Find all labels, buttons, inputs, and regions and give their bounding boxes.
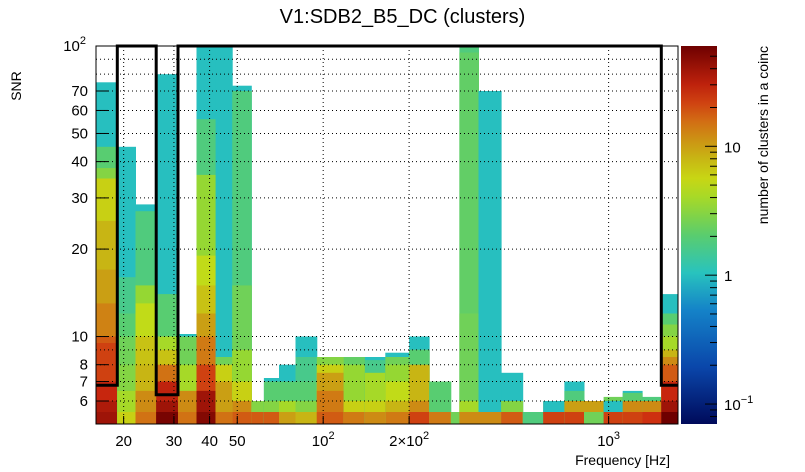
color-scale-label: number of clusters in a coinc [755, 46, 771, 224]
z-tick-label: 1 [724, 268, 732, 285]
x-tick-label: 50 [229, 433, 246, 450]
y-tick-label: 70 [71, 83, 88, 100]
color-scale-bar [681, 46, 717, 424]
y-tick-label: 60 [71, 102, 88, 119]
heatmap-cell [279, 412, 297, 424]
heatmap-cell [263, 412, 280, 424]
heatmap-cell [156, 412, 179, 424]
heatmap-cell [543, 412, 565, 424]
heatmap-cell [459, 412, 479, 424]
heatmap-cells [96, 46, 679, 425]
y-tick-label: 8 [80, 357, 88, 374]
y-tick-label: 30 [71, 190, 88, 207]
chart-title: V1:SDB2_B5_DC (clusters) [279, 6, 526, 28]
heatmap-cell [603, 412, 624, 424]
y-tick-label: 20 [71, 241, 88, 258]
y-axis-label: SNR [8, 71, 24, 101]
heatmap-cell [117, 412, 136, 424]
heatmap-cell [96, 412, 118, 424]
grid-lines [96, 45, 678, 424]
heatmap-cell [135, 412, 157, 424]
heatmap-cell [409, 412, 430, 424]
heatmap-cell [478, 91, 502, 424]
y-axis: 6 78 10 20 30 40 50 60 70 102 [63, 35, 108, 410]
heatmap-cell [522, 412, 544, 424]
x-tick-label: 30 [166, 433, 183, 450]
y-tick-label: 102 [63, 35, 86, 55]
heatmap-cell [385, 412, 410, 424]
heatmap-cell [450, 412, 460, 424]
heatmap-cell [429, 412, 452, 424]
heatmap-cell [622, 412, 643, 424]
x-axis-label: Frequency [Hz] [575, 452, 670, 468]
heatmap-cell [316, 412, 345, 424]
heatmap-cell [478, 412, 502, 424]
x-tick-label: 2×102 [389, 430, 429, 450]
heatmap-cell [501, 412, 524, 424]
z-tick-label: 10−1 [724, 394, 753, 414]
plot-frame [95, 45, 679, 425]
threshold-outline [96, 44, 678, 397]
heatmap-cell [459, 313, 479, 424]
y-tick-label: 50 [71, 125, 88, 142]
heatmap-cell [215, 412, 233, 424]
heatmap-cell [232, 412, 252, 424]
heatmap-cell [661, 412, 679, 424]
y-tick-label: 40 [71, 154, 88, 171]
threshold-outline-line [96, 44, 678, 397]
x-tick-label: 40 [201, 433, 218, 450]
heatmap-cell [251, 412, 265, 424]
heatmap-cell [364, 412, 386, 424]
z-tick-label: 10 [724, 139, 741, 156]
x-tick-label: 20 [115, 433, 132, 450]
heatmap-cell [215, 46, 233, 424]
y-tick-label: 7 [80, 374, 88, 391]
x-tick-label: 102 [312, 430, 335, 450]
heatmap-cell [564, 412, 585, 424]
heatmap-cell [178, 412, 197, 424]
heatmap-cell [343, 412, 366, 424]
y-tick-label: 6 [80, 393, 88, 410]
x-tick-label: 103 [597, 430, 620, 450]
heatmap-cell [642, 412, 662, 424]
heatmap-cell [196, 412, 217, 424]
heatmap-cell [295, 412, 318, 424]
y-tick-label: 10 [71, 329, 88, 346]
heatmap-cell [584, 412, 604, 424]
